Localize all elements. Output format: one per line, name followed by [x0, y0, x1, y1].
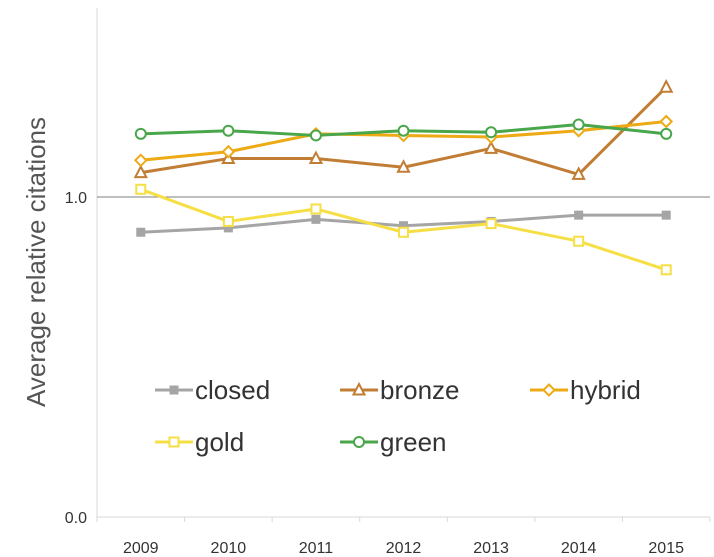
data-point-gold — [135, 183, 147, 195]
data-point-closed — [574, 210, 584, 220]
legend-label: gold — [195, 427, 244, 457]
x-tick-label: 2010 — [211, 540, 247, 557]
data-point-gold — [485, 218, 497, 230]
x-tick-label: 2009 — [123, 540, 159, 557]
x-tick-label: 2014 — [561, 540, 597, 557]
data-point-hybrid — [133, 153, 148, 168]
data-point-bronze — [571, 166, 586, 180]
data-point-legend-hybrid — [542, 383, 556, 397]
data-point-hybrid — [659, 114, 674, 129]
data-point-gold — [660, 264, 672, 276]
legend-item-hybrid: hybrid — [530, 375, 641, 405]
x-tick-label: 2013 — [473, 540, 509, 557]
x-tick-label: 2011 — [299, 540, 334, 557]
legend-item-closed: closed — [155, 375, 270, 405]
data-point-green — [222, 124, 235, 137]
data-point-bronze — [483, 140, 499, 154]
legend-item-bronze: bronze — [340, 375, 460, 405]
axes: 2009 2010 2011 2012 2013 2014 2015 0.0 1.0 — [65, 8, 711, 557]
x-tick-label: 2012 — [386, 540, 422, 557]
series-layer — [133, 79, 674, 276]
data-point-gold — [573, 235, 585, 247]
legend: closed bronze hybrid gold green — [155, 375, 641, 457]
data-point-bronze — [396, 159, 411, 173]
series-hybrid — [133, 114, 674, 168]
legend-label: bronze — [380, 375, 460, 405]
legend-item-green: green — [340, 427, 447, 457]
legend-label: green — [380, 427, 447, 457]
data-point-green — [660, 127, 673, 140]
data-point-hybrid — [221, 144, 236, 159]
series-gold — [135, 183, 672, 276]
series-green — [134, 118, 673, 142]
legend-label: closed — [195, 375, 270, 405]
data-point-gold — [310, 203, 322, 215]
data-point-green — [572, 118, 585, 131]
y-tick-label: 0.0 — [65, 510, 87, 527]
x-tick-label: 2015 — [648, 540, 684, 557]
data-point-green — [397, 124, 410, 137]
data-point-closed — [661, 210, 671, 220]
data-point-legend-closed — [169, 385, 179, 395]
data-point-green — [309, 129, 322, 142]
data-point-legend-bronze — [351, 381, 367, 396]
data-point-closed — [311, 214, 321, 224]
data-point-bronze — [659, 79, 674, 93]
data-point-bronze — [308, 150, 324, 165]
data-point-bronze — [133, 164, 148, 179]
data-point-legend-green — [353, 436, 365, 448]
data-point-green — [485, 126, 498, 139]
data-point-green — [134, 127, 147, 140]
data-point-closed — [223, 223, 233, 233]
legend-item-gold: gold — [155, 427, 244, 457]
data-point-gold — [398, 226, 409, 238]
data-point-closed — [399, 221, 408, 231]
y-axis-title: Average relative citations — [21, 117, 51, 407]
data-point-closed — [136, 227, 146, 237]
y-tick-label: 1.0 — [65, 190, 87, 207]
data-point-legend-gold — [168, 436, 180, 448]
legend-label: hybrid — [570, 375, 641, 405]
data-point-gold — [222, 215, 234, 227]
